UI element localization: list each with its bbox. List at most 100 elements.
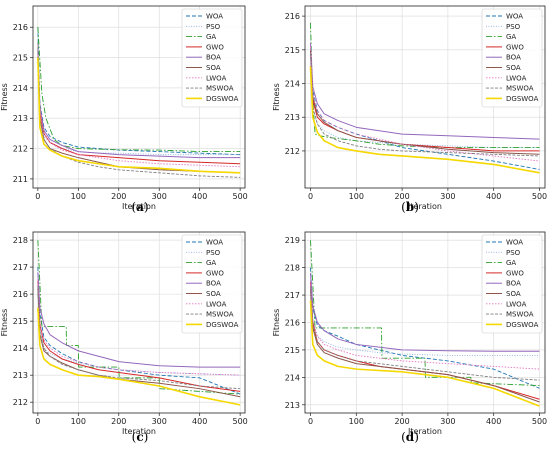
x-tick-label: 500 [233,192,248,201]
series-line-mswoa [310,286,540,381]
legend: WOA PSO GA GWO BOA SOA LWOA MSWOA DGSWOA [181,8,243,108]
x-tick-label: 200 [111,417,126,426]
legend-label-dgswoa: DGSWOA [206,95,239,103]
x-axis-label: Iteration [408,427,442,436]
legend-box [481,8,543,108]
series-line-soa [310,49,540,155]
subplot-c: 0 100 200 300 400 500 212 213 214 215 216 217 218 Ite… [0,231,248,444]
y-tick-label: 214 [285,80,300,89]
y-tick-label: 213 [13,114,28,123]
plot-frame [304,5,546,189]
x-tick-label: 0 [35,417,40,426]
series-line-gwo [37,280,241,392]
x-tick-label: 100 [71,417,86,426]
series-group [309,22,540,174]
legend-label-lwoa: LWOA [206,74,227,82]
x-axis-label: Iteration [122,202,156,211]
legend-label-pso: PSO [206,249,221,257]
legend-label-woa: WOA [206,13,223,21]
legend-label-soa: SOA [206,64,221,72]
series-line-woa [37,267,241,395]
x-tick-label: 300 [440,417,455,426]
y-tick-label: 213 [285,113,300,122]
x-tick-label: 200 [394,192,409,201]
y-tick-label: 213 [13,371,28,380]
y-tick-label: 216 [13,23,28,32]
legend-label-boa: BOA [206,280,221,288]
x-tick-label: 300 [152,192,167,201]
series-line-soa [310,289,540,403]
y-tick-label: 216 [285,12,300,21]
caption-letter: b [406,200,414,214]
series-line-boa [37,272,241,368]
subplot-caption: (c) [132,430,149,444]
series-group [37,240,241,406]
series-group [37,27,241,178]
subplot-caption: (b) [401,200,419,214]
series-line-pso [37,294,241,376]
y-tick-label: 214 [13,84,28,93]
x-tick-label: 200 [111,192,126,201]
legend-box [181,8,243,108]
subplot-d: 0 100 200 300 400 500 213 214 215 216 217 218 219 Ite… [272,231,547,444]
legend-label-pso: PSO [506,249,521,257]
legend: WOA PSO GA GWO BOA SOA LWOA MSWOA DGSWOA [481,234,543,334]
series-line-mswoa [37,286,241,390]
legend-label-mswoa: MSWOA [206,85,234,93]
series-line-ga [37,27,241,153]
x-tick-label: 0 [308,192,313,201]
caption-letter: d [406,430,415,444]
legend-label-soa: SOA [506,64,521,72]
y-tick-label: 212 [13,398,28,407]
legend-label-pso: PSO [506,23,521,31]
legend-label-mswoa: MSWOA [506,85,534,93]
y-tick-label: 215 [285,46,300,55]
legend-label-dgswoa: DGSWOA [206,321,239,329]
legend-label-ga: GA [206,259,216,267]
x-tick-label: 0 [35,192,40,201]
x-tick-label: 400 [486,417,501,426]
legend-label-woa: WOA [506,239,523,247]
legend-box [481,234,543,334]
x-tick-label: 100 [349,192,364,201]
y-tick-label: 218 [13,236,28,245]
legend-label-ga: GA [206,33,216,41]
legend-label-soa: SOA [206,290,221,298]
series-line-lwoa [310,46,540,162]
y-axis-label: Fitness [0,83,9,111]
legend-label-lwoa: LWOA [206,300,227,308]
legend-label-woa: WOA [206,239,223,247]
plot-frame [32,5,246,189]
legend-label-mswoa: MSWOA [506,311,534,319]
y-tick-label: 217 [13,263,28,272]
y-tick-label: 219 [285,236,300,245]
legend-label-boa: BOA [506,280,521,288]
y-tick-label: 218 [285,264,300,273]
series-line-boa [37,48,241,159]
legend-label-dgswoa: DGSWOA [506,321,539,329]
legend-label-ga: GA [506,33,516,41]
x-axis-label: Iteration [408,202,442,211]
y-tick-label: 216 [13,290,28,299]
series-line-boa [310,43,540,140]
series-line-boa [310,273,540,352]
y-tick-label: 213 [285,401,300,410]
legend-label-gwo: GWO [206,43,224,51]
series-line-lwoa [310,281,540,370]
x-tick-label: 200 [394,417,409,426]
subplot-a: 0 100 200 300 400 500 211 212 213 214 215 216 Iterat… [0,5,248,214]
legend-label-lwoa: LWOA [506,74,527,82]
series-line-dgswoa [309,300,540,407]
series-line-mswoa [37,42,241,178]
x-tick-label: 0 [308,417,313,426]
y-tick-label: 215 [13,54,28,63]
series-line-lwoa [37,45,241,168]
y-tick-label: 211 [13,175,28,184]
legend-label-gwo: GWO [506,269,524,277]
x-tick-label: 100 [349,417,364,426]
x-tick-label: 300 [440,192,455,201]
y-axis-label: Fitness [272,83,281,111]
y-axis-label: Fitness [272,309,281,337]
caption-letter: c [136,430,143,444]
